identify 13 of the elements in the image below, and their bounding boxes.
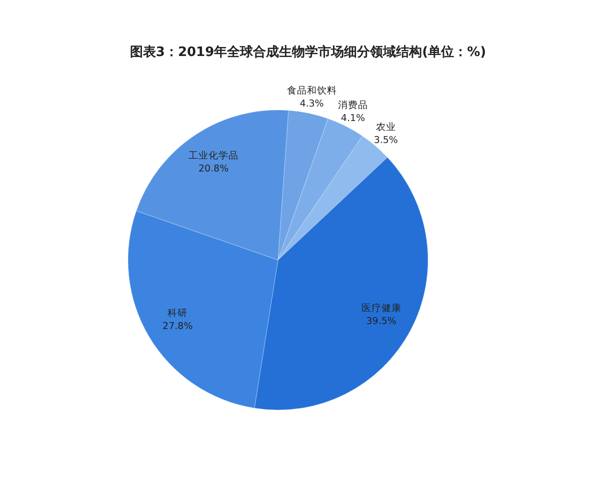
slice-label: 食品和饮料 — [286, 84, 337, 96]
data-label: 4.1% — [340, 112, 366, 124]
data-label: 4.3% — [300, 98, 324, 110]
data-label: 20.8% — [198, 163, 229, 174]
slice-label: 科研 — [168, 307, 188, 320]
slice-label: 医疗健康 — [361, 302, 402, 314]
chart-title: 图表3：2019年全球合成生物学市场细分领域结构(单位：%) — [130, 44, 486, 60]
data-label: 27.8% — [162, 321, 193, 332]
data-label: 39.5% — [366, 316, 396, 327]
slice-label: 消费品 — [338, 98, 368, 111]
slice-label: 工业化学品 — [188, 149, 239, 162]
slice-label: 农业 — [376, 120, 396, 133]
data-label: 3.5% — [374, 134, 398, 146]
